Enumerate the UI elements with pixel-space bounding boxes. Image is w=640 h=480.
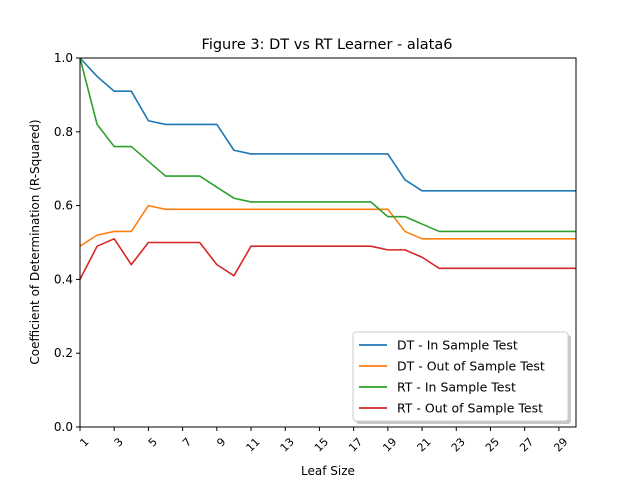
y-axis: 0.0 0.2 0.4 0.6 0.8 1.0 [54,51,80,434]
x-axis-label: Leaf Size [301,464,355,478]
y-tick-label: 0.6 [54,199,73,213]
series-line-1 [79,57,576,192]
series-line-3 [79,57,576,233]
x-axis: 1 3 5 7 9 11 13 15 17 19 21 23 25 27 29 [77,427,570,454]
y-tick-label: 0.8 [54,125,73,139]
axes-frame [79,57,577,428]
y-axis-label: Coefficient of Determination (R-Squared) [28,119,42,364]
y-tick-label: 0.0 [54,420,73,434]
legend-label: DT - In Sample Test [397,338,518,353]
series-line-4 [79,238,576,280]
y-tick-label: 0.4 [54,272,73,286]
y-tick-label: 0.2 [54,346,73,360]
legend: DT - In Sample Test DT - Out of Sample Te… [352,331,571,424]
legend-box [352,331,569,422]
chart-title: Figure 3: DT vs RT Learner - alata6 [202,37,453,53]
series-line-2 [79,204,576,247]
y-tick-label: 1.0 [54,51,73,65]
legend-label: RT - In Sample Test [397,380,516,395]
legend-label: DT - Out of Sample Test [397,359,545,374]
legend-label: RT - Out of Sample Test [397,401,543,416]
plot-area [79,57,576,280]
